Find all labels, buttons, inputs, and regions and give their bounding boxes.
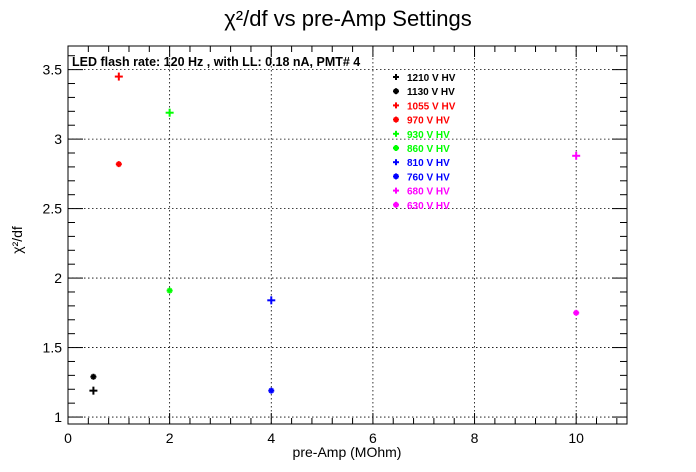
axis-ticks: 0 2 4 6 8 10 1 1.5 2 2.5 3 3.5 — [43, 46, 627, 446]
legend-label: 860 V HV — [407, 144, 450, 155]
legend-label: 970 V HV — [407, 116, 450, 127]
legend-marker — [393, 159, 399, 166]
legend-label: 1130 V HV — [407, 87, 455, 98]
legend-label: 630 V HV — [407, 201, 450, 212]
legend-label: 1210 V HV — [407, 73, 456, 84]
legend-marker — [393, 130, 399, 137]
marker-stroke — [393, 145, 399, 151]
data-point — [90, 373, 97, 380]
marker-stroke — [393, 202, 399, 208]
marker-stroke — [167, 287, 173, 294]
y-tick-label: 1 — [54, 409, 62, 425]
legend-marker — [393, 145, 399, 151]
legend: 1210 V HV 1130 V HV 1055 V HV 970 V HV 930 V… — [393, 73, 456, 212]
marker-stroke — [393, 117, 399, 123]
plot-frame — [67, 45, 628, 425]
data-point — [89, 386, 98, 395]
data-point — [166, 287, 173, 294]
legend-marker — [393, 88, 399, 95]
data-point — [115, 161, 122, 168]
y-tick-label: 2.5 — [43, 201, 63, 217]
legend-label: 930 V HV — [407, 130, 450, 141]
legend-marker — [393, 74, 399, 80]
data-point — [114, 72, 123, 81]
y-tick-label: 2 — [54, 270, 62, 286]
legend-marker — [393, 116, 399, 123]
marker-stroke — [116, 161, 122, 167]
legend-label: 1055 V HV — [407, 101, 456, 112]
legend-label: 810 V HV — [407, 158, 450, 169]
data-point — [572, 151, 581, 160]
legend-marker — [393, 102, 399, 109]
data-point — [165, 108, 174, 117]
legend-marker — [393, 201, 399, 208]
x-axis-label: pre-Amp (MOhm) — [293, 444, 402, 460]
marker-stroke — [268, 388, 274, 394]
y-axis-label: χ²/df — [9, 226, 25, 254]
annotation-text: LED flash rate: 120 Hz , with LL: 0.18 n… — [72, 55, 360, 69]
x-tick-label: 8 — [471, 430, 479, 446]
legend-label: 680 V HV — [407, 187, 450, 198]
x-tick-label: 4 — [267, 430, 275, 446]
data-point — [573, 309, 580, 316]
x-tick-label: 0 — [64, 430, 72, 446]
x-tick-label: 2 — [166, 430, 174, 446]
legend-marker — [393, 187, 399, 194]
x-tick-label: 10 — [568, 430, 584, 446]
x-tick-label: 6 — [369, 430, 377, 446]
marker-stroke — [573, 310, 579, 316]
data-point — [267, 296, 276, 305]
y-tick-label: 3 — [54, 131, 62, 147]
chart-title: χ²/df vs pre-Amp Settings — [224, 6, 472, 31]
marker-stroke — [90, 374, 97, 380]
data-points — [89, 72, 581, 395]
y-tick-label: 1.5 — [43, 340, 63, 356]
legend-label: 760 V HV — [407, 172, 450, 183]
data-point — [268, 387, 275, 394]
y-tick-label: 3.5 — [43, 62, 63, 78]
marker-stroke — [393, 88, 399, 94]
marker-stroke — [393, 173, 399, 179]
legend-marker — [393, 173, 399, 180]
grid — [68, 46, 627, 424]
